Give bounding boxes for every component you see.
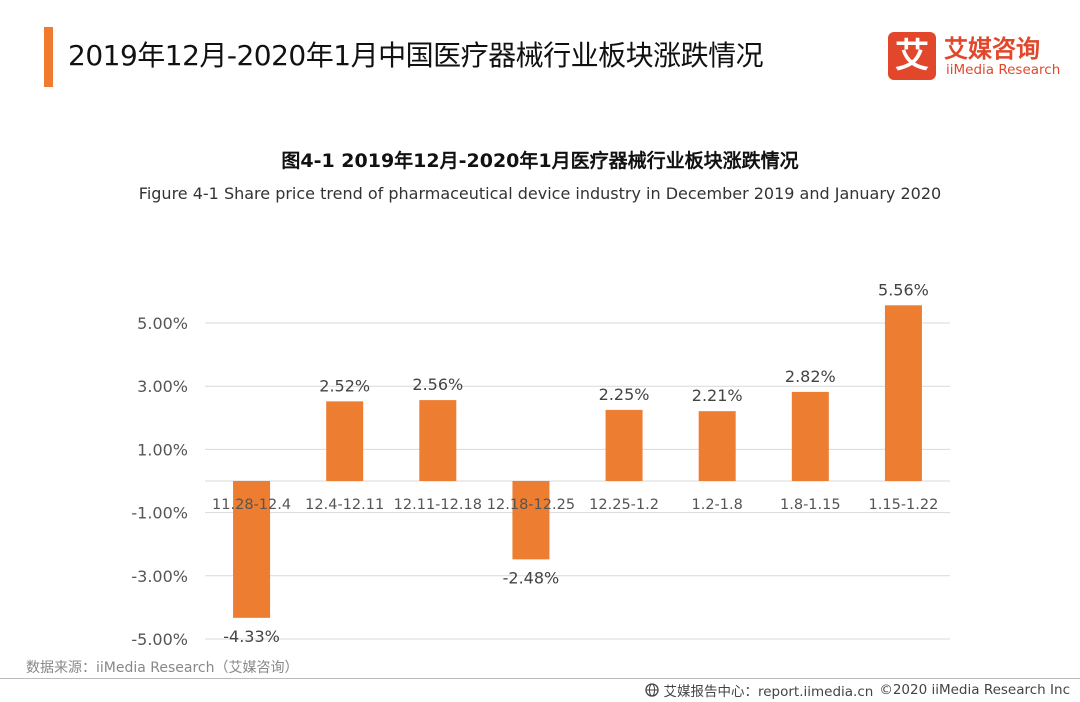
bar (326, 401, 364, 481)
footer-copyright: ©2020 iiMedia Research Inc (879, 682, 1070, 698)
x-tick-label: 12.11-12.18 (394, 497, 482, 513)
y-tick-label: 1.00% (137, 440, 188, 459)
x-tick-label: 12.18-12.25 (487, 497, 575, 513)
bar (791, 391, 829, 481)
footer-report-link[interactable]: 艾媒报告中心：report.iimedia.cn (663, 684, 874, 700)
bar (233, 481, 271, 618)
y-tick-label: -1.00% (131, 504, 188, 523)
bar (512, 481, 550, 560)
y-tick-label: 5.00% (137, 314, 188, 333)
x-tick-label: 12.25-1.2 (589, 497, 659, 513)
x-tick-label: 1.15-1.22 (869, 497, 939, 513)
bar (884, 305, 922, 481)
y-tick-label: 3.00% (137, 377, 188, 396)
x-tick-label: 12.4-12.11 (305, 497, 384, 513)
data-label: -4.33% (223, 627, 280, 646)
globe-icon (645, 683, 660, 697)
data-label: 2.52% (319, 376, 370, 395)
data-label: 2.56% (412, 375, 463, 394)
chart-subtitle: Figure 4-1 Share price trend of pharmace… (138, 184, 942, 203)
data-label: 2.21% (692, 386, 743, 405)
page-title: 2019年12月-2020年1月中国医疗器械行业板块涨跌情况 (68, 39, 764, 72)
footer: 艾媒报告中心：report.iimedia.cn ©2020 iiMedia R… (645, 680, 1070, 700)
title-accent-bar (44, 27, 53, 87)
data-label: 5.56% (878, 280, 929, 299)
x-tick-label: 11.28-12.4 (212, 497, 291, 513)
logo-name-cn: 艾媒咨询 (944, 35, 1040, 63)
bar (698, 411, 736, 481)
x-tick-label: 1.2-1.8 (692, 497, 743, 513)
y-tick-label: -5.00% (131, 630, 188, 649)
logo-mark: 艾 (888, 32, 936, 80)
data-source: 数据来源：iiMedia Research（艾媒咨询） (26, 660, 299, 676)
data-label: 2.82% (785, 367, 836, 386)
bar (605, 409, 643, 481)
logo-name-en: iiMedia Research (946, 62, 1061, 78)
data-label: 2.25% (599, 385, 650, 404)
brand-logo: 艾 艾媒咨询 iiMedia Research (888, 32, 1063, 80)
bar (419, 400, 457, 481)
x-tick-label: 1.8-1.15 (780, 497, 841, 513)
data-label: -2.48% (503, 568, 560, 587)
chart-title: 图4-1 2019年12月-2020年1月医疗器械行业板块涨跌情况 (281, 150, 799, 172)
y-tick-label: -3.00% (131, 567, 188, 586)
footer-divider (0, 678, 1080, 679)
